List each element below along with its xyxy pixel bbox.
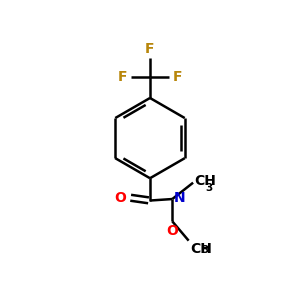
Text: F: F <box>172 70 182 84</box>
Text: O: O <box>167 224 178 238</box>
Text: CH: CH <box>190 242 212 256</box>
Text: N: N <box>174 190 185 205</box>
Text: O: O <box>114 190 126 205</box>
Text: F: F <box>118 70 128 84</box>
Text: F: F <box>145 42 155 56</box>
Text: CH: CH <box>195 174 217 188</box>
Text: 3: 3 <box>201 244 208 254</box>
Text: 3: 3 <box>206 183 213 193</box>
